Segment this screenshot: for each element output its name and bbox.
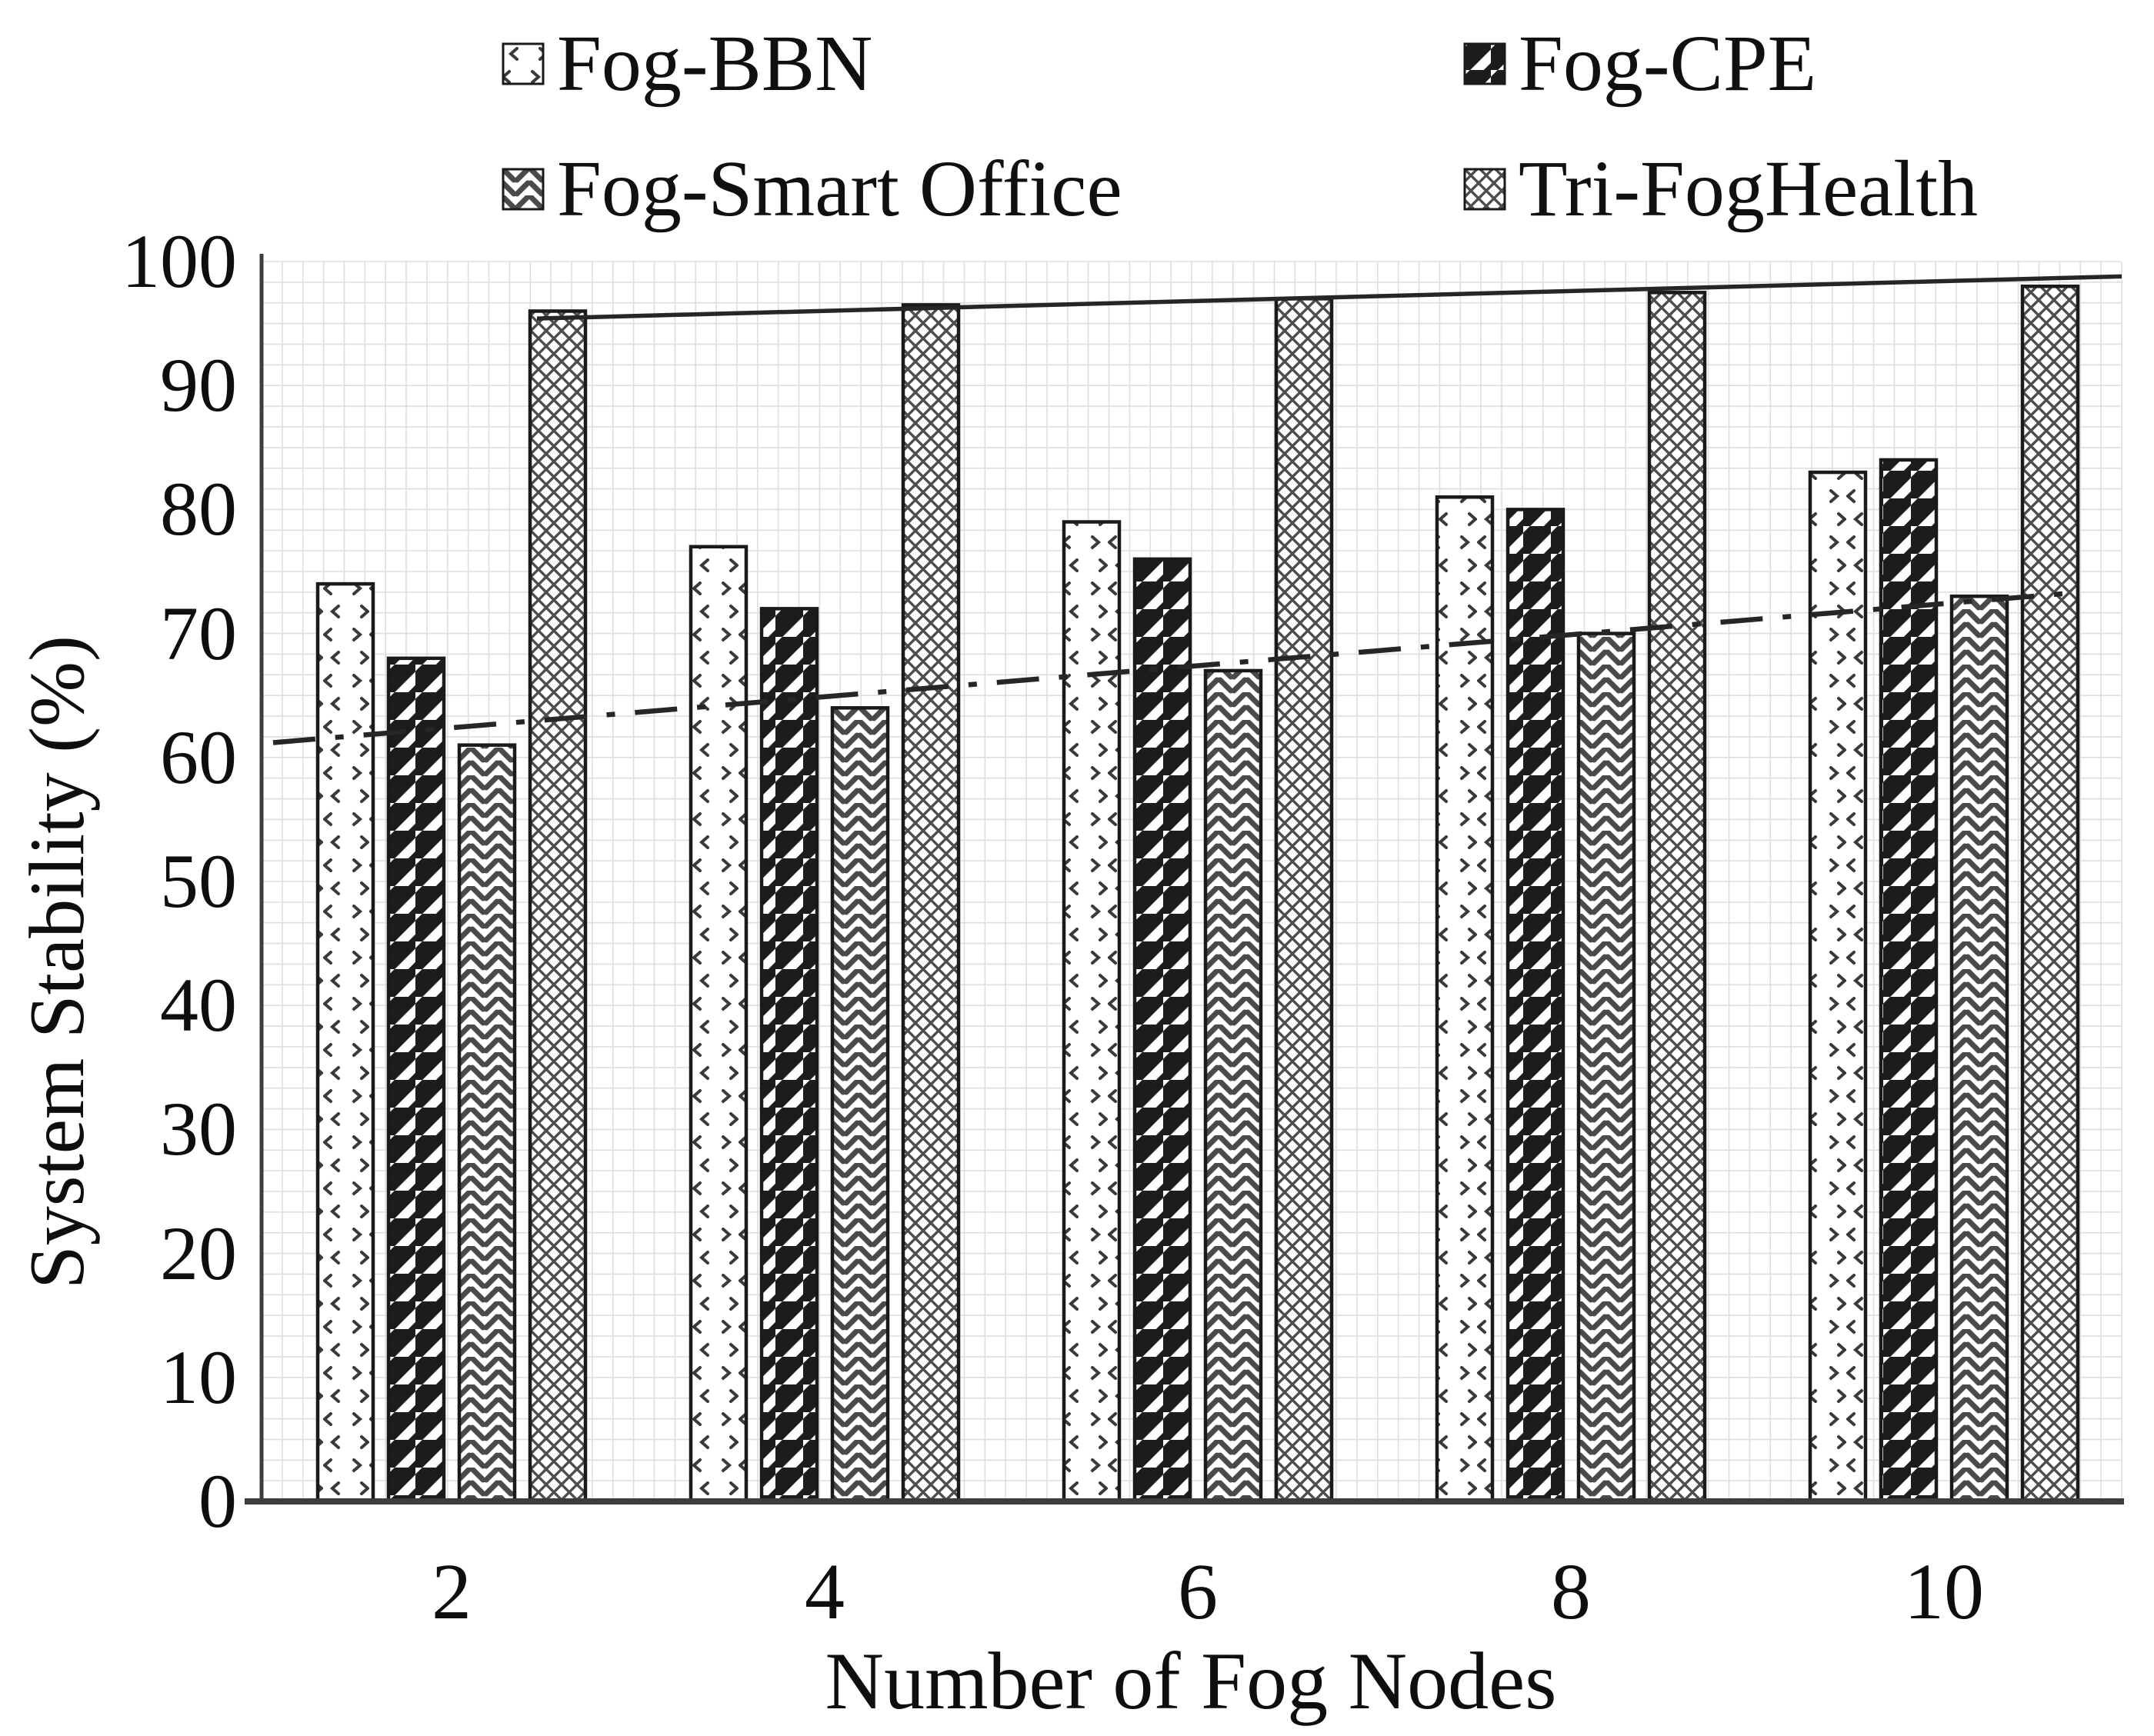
y-tick-label-90: 90 bbox=[160, 342, 237, 428]
x-tick-label-4: 4 bbox=[805, 1548, 845, 1636]
bar-tri-foghealth-nodes-2 bbox=[528, 309, 588, 1504]
legend-label: Fog-BBN bbox=[557, 19, 873, 108]
bar-fog-cpe-nodes-4 bbox=[759, 607, 819, 1504]
bar-fog-smart-office-nodes-8 bbox=[1576, 631, 1636, 1504]
bar-tri-foghealth-nodes-6 bbox=[1274, 297, 1334, 1504]
y-tick-label-40: 40 bbox=[160, 962, 237, 1048]
y-tick-label-10: 10 bbox=[160, 1334, 237, 1420]
smart-weave-swatch-icon bbox=[502, 168, 545, 211]
legend-item-fog-smart-office: Fog-Smart Office bbox=[502, 145, 1122, 234]
x-tick-label-10: 10 bbox=[1904, 1548, 1984, 1636]
x-tick-label-2: 2 bbox=[432, 1548, 472, 1636]
bar-fog-bbn-nodes-4 bbox=[689, 545, 749, 1504]
tri-crosshatch-swatch-icon bbox=[1463, 168, 1506, 211]
y-tick-label-70: 70 bbox=[160, 590, 237, 676]
cpe-diagonal-swatch-icon bbox=[1463, 42, 1506, 85]
legend-label: Fog-Smart Office bbox=[557, 145, 1122, 233]
bar-fog-smart-office-nodes-6 bbox=[1203, 668, 1263, 1504]
y-tick-label-60: 60 bbox=[160, 714, 237, 800]
y-tick-label-20: 20 bbox=[160, 1210, 237, 1296]
trendline-tri-foghealth bbox=[536, 274, 2122, 321]
bar-tri-foghealth-nodes-10 bbox=[2020, 284, 2080, 1504]
bar-fog-bbn-nodes-6 bbox=[1062, 520, 1122, 1504]
bar-fog-cpe-nodes-10 bbox=[1879, 458, 1939, 1504]
legend-item-fog-cpe: Fog-CPE bbox=[1463, 19, 1816, 108]
legend-item-fog-bbn: Fog-BBN bbox=[502, 19, 872, 108]
y-tick-label-0: 0 bbox=[198, 1458, 237, 1544]
bar-fog-cpe-nodes-2 bbox=[386, 656, 446, 1504]
bar-fog-smart-office-nodes-2 bbox=[457, 743, 517, 1504]
bar-fog-cpe-nodes-8 bbox=[1505, 508, 1565, 1504]
bar-tri-foghealth-nodes-4 bbox=[901, 303, 961, 1504]
y-axis-title: System Stability (%) bbox=[14, 635, 101, 1289]
y-tick-label-100: 100 bbox=[122, 218, 237, 304]
bbn-dots-swatch-icon bbox=[502, 42, 545, 85]
x-tick-label-6: 6 bbox=[1178, 1548, 1218, 1636]
bar-fog-smart-office-nodes-4 bbox=[830, 706, 890, 1504]
y-tick-label-30: 30 bbox=[160, 1086, 237, 1172]
legend-item-tri-foghealth: Tri-FogHealth bbox=[1463, 145, 1978, 234]
bar-fog-bbn-nodes-8 bbox=[1435, 495, 1495, 1504]
x-axis-title: Number of Fog Nodes bbox=[825, 1636, 1557, 1726]
y-tick-label-50: 50 bbox=[160, 838, 237, 924]
legend-label: Tri-FogHealth bbox=[1519, 145, 1979, 233]
legend-label: Fog-CPE bbox=[1519, 19, 1817, 108]
bar-fog-cpe-nodes-6 bbox=[1132, 557, 1192, 1504]
bar-tri-foghealth-nodes-8 bbox=[1647, 291, 1707, 1504]
bar-fog-smart-office-nodes-10 bbox=[1949, 594, 2009, 1504]
trendline-fog-smart-office bbox=[272, 590, 2078, 745]
bar-fog-bbn-nodes-10 bbox=[1808, 470, 1868, 1504]
bar-fog-bbn-nodes-2 bbox=[315, 581, 375, 1504]
y-tick-label-80: 80 bbox=[160, 466, 237, 552]
x-tick-label-8: 8 bbox=[1551, 1548, 1591, 1636]
